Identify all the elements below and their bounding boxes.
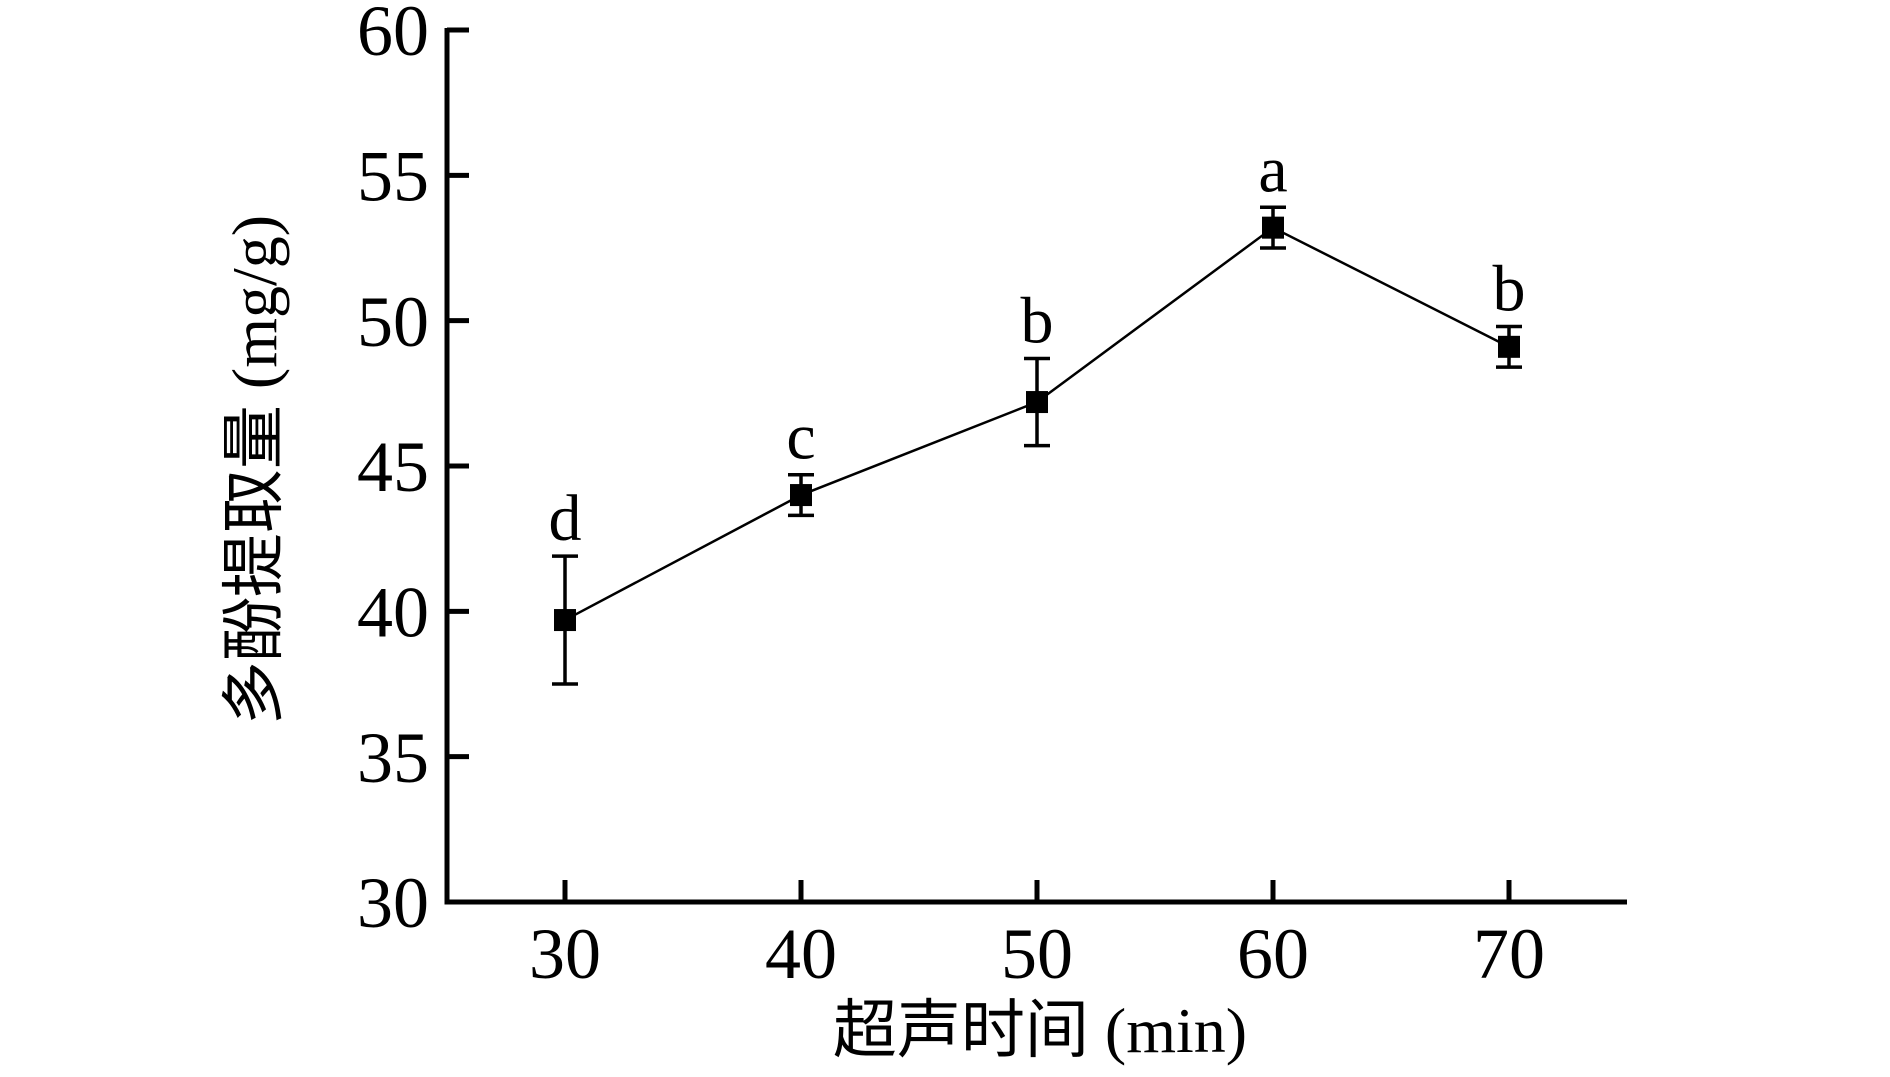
data-point-marker (1262, 216, 1284, 239)
data-point-marker (790, 484, 812, 507)
y-tick-label: 50 (357, 282, 429, 362)
x-tick-label: 70 (1473, 914, 1545, 994)
y-tick-label: 45 (357, 427, 429, 507)
x-tick-label: 40 (765, 914, 837, 994)
y-tick-label: 40 (357, 573, 429, 653)
data-point-marker (1026, 391, 1048, 414)
y-tick-label: 55 (357, 137, 429, 217)
significance-letter: a (1258, 133, 1287, 206)
y-tick-label: 60 (357, 0, 429, 71)
significance-letter: b (1493, 252, 1526, 325)
y-tick-label: 35 (357, 718, 429, 798)
x-tick-label: 50 (1001, 914, 1073, 994)
significance-letter: d (549, 482, 582, 555)
data-series-layer: d c b a b (549, 133, 1526, 686)
significance-letter: c (786, 401, 815, 474)
x-axis-title: 超声时间 (min) (833, 995, 1247, 1066)
tick-labels-layer: 30 35 40 45 50 55 60 30 40 50 60 70 (357, 0, 1545, 994)
x-tick-label: 30 (529, 914, 601, 994)
data-point-marker (554, 609, 576, 632)
y-axis-title: 多酚提取量 (mg/g) (219, 215, 290, 725)
y-tick-label: 30 (357, 863, 429, 943)
data-point-marker (1498, 335, 1520, 358)
significance-letter: b (1021, 284, 1054, 357)
x-tick-label: 60 (1237, 914, 1309, 994)
axes-layer (444, 27, 1627, 905)
